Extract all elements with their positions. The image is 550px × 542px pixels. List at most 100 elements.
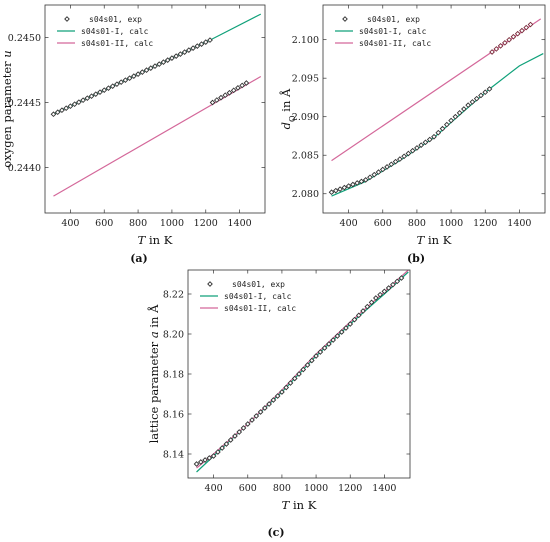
data-point-exp [439,125,446,132]
data-point-exp [283,384,290,391]
data-point-exp [236,429,243,435]
data-point-exp [257,409,264,415]
legend-label: s04s01, exp [89,15,142,24]
x-axis-label: T in K [138,233,173,247]
y-tick-label: 2.090 [292,112,319,123]
data-point-exp [147,65,154,71]
data-point-exp [337,186,343,192]
data-point-exp [435,129,442,136]
x-axis-label: T in K [282,498,317,512]
data-point-exp [414,145,420,151]
chart-panel-a: 400 600 800 1000 1200 1400 0.2440 0.2445 0.2450 T… [0,4,266,265]
data-point-exp [270,397,277,403]
y-axis-label: lattice parameter a in Å [147,304,161,443]
data-point-exp [197,459,204,465]
data-point-exp [173,53,179,59]
data-point-exp [63,105,69,112]
plot-area [50,13,262,197]
data-point-exp [360,308,366,314]
legend-label: s04s01-I, calc [359,27,427,36]
data-point-exp [207,37,213,43]
data-point-exp [377,291,383,298]
data-point-exp [390,281,396,288]
data-point-exp [373,295,379,301]
data-point-exp [206,455,213,461]
data-point-exp [181,49,188,55]
x-tick-label: 600 [374,218,392,229]
data-point-exp [343,325,349,331]
data-point-exp [226,89,233,96]
data-point-exp [139,69,146,75]
data-point-exp [287,380,294,386]
legend: s04s01, exp s04s01-I, calc s04s01-II, calc [200,280,296,313]
data-point-exp [249,417,255,423]
data-point-exp [347,321,354,327]
x-tick-label: 1200 [473,218,497,229]
data-point-exp [118,79,124,85]
data-point-exp [122,77,129,83]
x-tick-label: 400 [61,218,79,229]
data-point-exp [375,169,382,175]
data-point-exp [350,181,356,188]
x-tick-label: 800 [129,218,147,229]
data-point-exp [262,405,268,411]
data-point-exp [461,106,467,112]
data-point-exp [97,89,103,96]
data-point-exp [506,36,512,43]
data-point-exp [244,421,251,427]
data-point-exp [341,184,348,191]
data-point-exp [235,85,241,91]
data-point-exp [291,375,298,382]
data-point-exp [126,75,133,81]
data-point-exp [405,150,412,157]
data-point-exp [482,89,489,96]
x-tick-label: 400 [340,218,358,229]
data-point-exp [317,349,324,355]
legend-label: s04s01, exp [232,280,285,289]
y-tick-label: 8.16 [163,409,184,420]
data-point-exp [321,345,328,351]
plot-area [328,18,544,197]
legend-marker-exp [342,16,348,22]
data-point-exp [394,278,401,285]
data-point-exp [398,275,405,281]
data-point-exp [514,30,521,37]
data-point-exp [219,445,225,451]
data-point-exp [50,111,57,118]
y-tick-label: 2.100 [292,35,319,46]
data-point-exp [523,24,530,31]
data-point-exp [385,285,392,291]
chart-panel-c: 400 600 800 1000 1200 1400 8.14 8.16 8.18 8.20 8.2… [147,269,411,539]
data-point-exp [330,337,336,343]
data-point-exp [160,59,167,65]
legend-label: s04s01-II, calc [81,39,153,48]
legend-label: s04s01, exp [367,15,420,24]
x-tick-label: 400 [205,483,223,494]
y-tick-label: 2.080 [292,189,319,200]
data-point-exp [422,139,429,146]
data-point-exp [388,161,395,168]
data-point-exp [469,99,476,105]
data-point-exp [502,40,508,46]
data-point-exp [143,67,150,73]
data-point-exp [109,83,116,89]
x-tick-label: 800 [273,483,291,494]
data-point-exp [105,85,112,92]
data-point-exp [84,95,91,102]
data-point-exp [239,82,245,89]
data-point-exp [193,461,200,467]
data-point-exp [54,109,61,116]
data-point-exp [76,99,82,106]
data-point-exp [80,97,86,104]
x-tick-label: 1200 [338,483,362,494]
data-point-exp [473,95,480,102]
data-point-exp [401,153,407,160]
x-tick-label: 600 [239,483,257,494]
data-point-exp [510,33,517,40]
data-point-exp [345,183,352,189]
data-point-exp [215,449,221,455]
y-tick-label: 0.2440 [8,163,41,174]
data-point-exp [392,158,399,165]
plot-frame [322,4,546,214]
x-tick-label: 1000 [160,218,184,229]
